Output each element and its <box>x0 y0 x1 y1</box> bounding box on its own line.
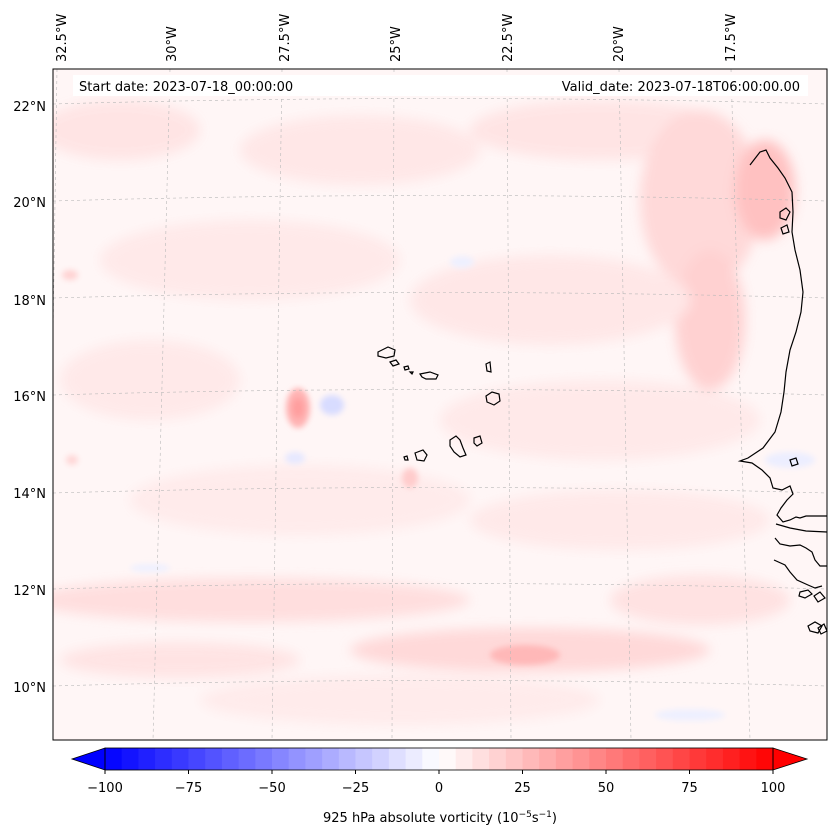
colorbar-tick-label: −100 <box>87 781 123 796</box>
colorbar-cell <box>756 748 774 770</box>
colorbar-cell <box>288 748 306 770</box>
colorbar-cell <box>121 748 139 770</box>
colorbar: −100 −75 −50 −25 0 25 50 75 100 925 hPa … <box>70 747 809 826</box>
lat-label: 20°N <box>13 196 46 211</box>
colorbar-min-extend <box>70 747 106 771</box>
colorbar-cell <box>105 748 123 770</box>
colorbar-cell <box>322 748 340 770</box>
colorbar-cell <box>722 748 741 770</box>
colorbar-cell <box>238 748 256 770</box>
colorbar-cell <box>355 748 373 770</box>
colorbar-cell <box>372 748 390 770</box>
colorbar-tick-label: −50 <box>258 781 285 796</box>
colorbar-tick-label: 0 <box>435 781 443 796</box>
colorbar-tick-label: 100 <box>761 781 786 796</box>
colorbar-tick-label: 75 <box>681 781 698 796</box>
colorbar-cell <box>205 748 223 770</box>
lon-label: 27.5°W <box>278 14 293 62</box>
colorbar-cell <box>405 748 423 770</box>
africa-coastline <box>737 149 828 635</box>
colorbar-cell <box>689 748 707 770</box>
lat-label: 12°N <box>13 584 46 599</box>
colorbar-cell <box>455 748 473 770</box>
colorbar-ticks <box>104 770 774 774</box>
colorbar-tick-label: −25 <box>342 781 369 796</box>
colorbar-cell <box>338 748 356 770</box>
colorbar-cells <box>105 748 774 770</box>
latitude-labels: 22°N 20°N 18°N 16°N 14°N 12°N 10°N <box>13 100 46 696</box>
colorbar-cell <box>439 748 457 770</box>
lat-label: 16°N <box>13 390 46 405</box>
colorbar-cell <box>639 748 657 770</box>
lat-label: 14°N <box>13 487 46 502</box>
lat-label: 10°N <box>13 681 46 696</box>
lon-label: 30°W <box>165 26 180 62</box>
colorbar-cell <box>272 748 290 770</box>
colorbar-cell <box>622 748 640 770</box>
colorbar-max-extend <box>772 747 809 771</box>
graticule <box>53 69 827 740</box>
valid-date-label: Valid_date: 2023-07-18T06:00:00.00 <box>562 80 800 95</box>
colorbar-cell <box>555 748 574 770</box>
colorbar-cell <box>505 748 523 770</box>
lat-label: 18°N <box>13 294 46 309</box>
colorbar-cell <box>221 748 240 770</box>
colorbar-cell <box>489 748 507 770</box>
longitude-labels: 32.5°W 30°W 27.5°W 25°W 22.5°W 20°W 17.5… <box>55 14 739 62</box>
colorbar-cell <box>522 748 540 770</box>
colorbar-tick-label: −75 <box>175 781 202 796</box>
cape-verde-islands <box>377 346 501 462</box>
lon-label: 17.5°W <box>724 14 739 62</box>
colorbar-cell <box>138 748 156 770</box>
colorbar-cell <box>472 748 490 770</box>
colorbar-cell <box>305 748 323 770</box>
map-frame <box>52 68 828 741</box>
header-band <box>73 75 808 96</box>
colorbar-cell <box>706 748 724 770</box>
colorbar-cell <box>572 748 590 770</box>
colorbar-cell <box>171 748 189 770</box>
lon-label: 22.5°W <box>501 14 516 62</box>
colorbar-cell <box>255 748 273 770</box>
colorbar-cell <box>656 748 674 770</box>
colorbar-tick-label: 25 <box>514 781 531 796</box>
lon-label: 32.5°W <box>55 14 70 62</box>
colorbar-cell <box>388 748 407 770</box>
colorbar-label: 925 hPa absolute vorticity (10−5s−1) <box>323 810 557 826</box>
lon-label: 25°W <box>389 26 404 62</box>
colorbar-cell <box>739 748 757 770</box>
start-date-label: Start date: 2023-07-18_00:00:00 <box>79 80 293 95</box>
colorbar-cell <box>422 748 440 770</box>
lat-label: 22°N <box>13 100 46 115</box>
colorbar-cell <box>539 748 557 770</box>
colorbar-cell <box>155 748 173 770</box>
colorbar-cell <box>188 748 206 770</box>
colorbar-cell <box>589 748 607 770</box>
colorbar-cell <box>606 748 624 770</box>
colorbar-cell <box>672 748 690 770</box>
colorbar-tick-label: 50 <box>598 781 615 796</box>
lon-label: 20°W <box>612 26 627 62</box>
